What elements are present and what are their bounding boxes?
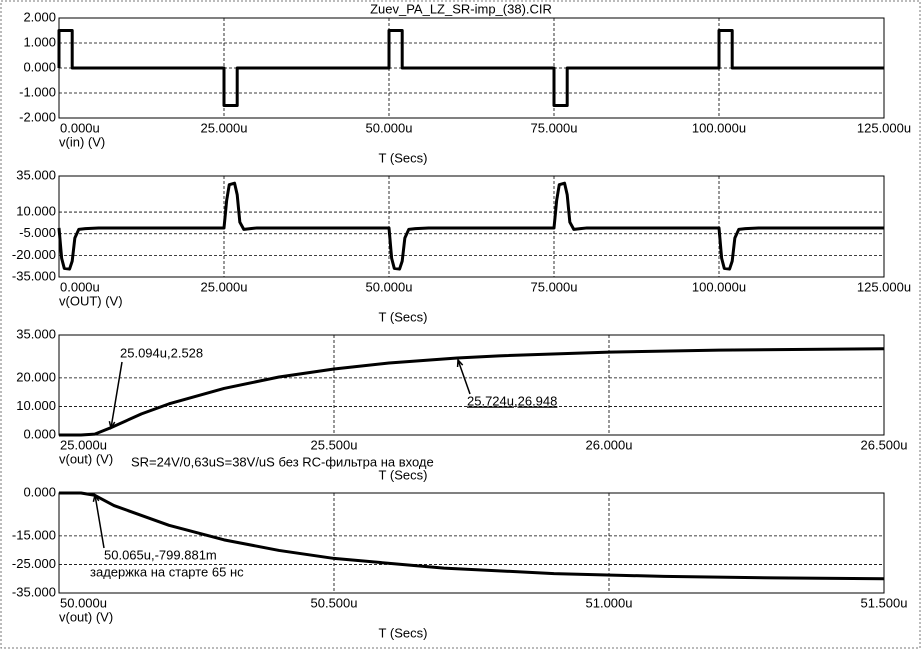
y-tick-label: -20.000 bbox=[12, 247, 56, 262]
y-tick-label: -25.000 bbox=[12, 556, 56, 571]
subtitle: SR=24V/0,63uS=38V/uS без RC-фильтра на в… bbox=[131, 454, 434, 469]
annotation: 25.094u,2.528 bbox=[120, 345, 203, 360]
y-tick-label: 10.000 bbox=[16, 204, 56, 219]
x-axis-label: T (Secs) bbox=[379, 625, 428, 640]
x-tick-label: 50.000u bbox=[60, 595, 107, 610]
series-line bbox=[59, 347, 885, 437]
legend-label: v(OUT) (V) bbox=[59, 293, 123, 308]
y-tick-label: -5.000 bbox=[19, 225, 56, 240]
annotation: 50.065u,-799.881m bbox=[104, 547, 217, 562]
annotation-arrow bbox=[457, 359, 471, 395]
x-tick-label: 50.000u bbox=[366, 120, 413, 135]
chart-title: Zuev_PA_LZ_SR-imp_(38).CIR bbox=[370, 1, 552, 16]
x-tick-label: 50.500u bbox=[311, 595, 358, 610]
x-tick-label: 100.000u bbox=[692, 279, 746, 294]
x-tick-label: 125.000u bbox=[857, 279, 911, 294]
arrow-head bbox=[108, 421, 116, 430]
x-tick-label: 75.000u bbox=[531, 120, 578, 135]
x-axis-label: T (Secs) bbox=[379, 309, 428, 324]
annotation: 25.724u,26.948 bbox=[467, 393, 557, 408]
x-axis-label: T (Secs) bbox=[379, 150, 428, 165]
y-tick-label: -15.000 bbox=[12, 527, 56, 542]
y-tick-label: 20.000 bbox=[16, 369, 56, 384]
y-tick-label: -2.000 bbox=[19, 109, 56, 124]
y-tick-label: 2.000 bbox=[23, 9, 56, 24]
x-axis-label: T (Secs) bbox=[379, 467, 428, 482]
legend-label: v(out) (V) bbox=[59, 609, 113, 624]
y-tick-label: 0.000 bbox=[23, 484, 56, 499]
x-tick-label: 25.500u bbox=[311, 437, 358, 452]
series-line bbox=[57, 181, 884, 271]
x-tick-label: 0.000u bbox=[60, 120, 100, 135]
y-tick-label: -35.000 bbox=[12, 268, 56, 283]
x-tick-label: 25.000u bbox=[201, 279, 248, 294]
plot-area bbox=[58, 492, 885, 594]
y-tick-label: 35.000 bbox=[16, 167, 56, 182]
annotation-arrow bbox=[110, 361, 123, 429]
x-tick-label: 125.000u bbox=[857, 120, 911, 135]
legend-label: v(in) (V) bbox=[59, 134, 105, 149]
annotation-arrow bbox=[94, 494, 105, 549]
y-tick-label: -35.000 bbox=[12, 584, 56, 599]
annotation: задержка на старте 65 нс bbox=[90, 564, 244, 579]
y-tick-label: 1.000 bbox=[23, 34, 56, 49]
x-tick-label: 75.000u bbox=[531, 279, 578, 294]
plot-area bbox=[58, 334, 885, 436]
series-line bbox=[57, 29, 884, 107]
arrow-head bbox=[456, 358, 464, 368]
x-tick-label: 26.500u bbox=[861, 437, 908, 452]
x-tick-label: 26.000u bbox=[586, 437, 633, 452]
legend-label: v(out) (V) bbox=[59, 451, 113, 466]
x-tick-label: 50.000u bbox=[366, 279, 413, 294]
x-tick-label: 51.500u bbox=[861, 595, 908, 610]
y-tick-label: 35.000 bbox=[16, 326, 56, 341]
x-tick-label: 25.000u bbox=[201, 120, 248, 135]
y-tick-label: -1.000 bbox=[19, 84, 56, 99]
x-tick-label: 51.000u bbox=[586, 595, 633, 610]
x-tick-label: 0.000u bbox=[60, 279, 100, 294]
x-tick-label: 100.000u bbox=[692, 120, 746, 135]
y-tick-label: 0.000 bbox=[23, 426, 56, 441]
y-tick-label: 10.000 bbox=[16, 398, 56, 413]
arrow-head bbox=[92, 493, 100, 502]
y-tick-label: 0.000 bbox=[23, 59, 56, 74]
x-tick-label: 25.000u bbox=[60, 437, 107, 452]
